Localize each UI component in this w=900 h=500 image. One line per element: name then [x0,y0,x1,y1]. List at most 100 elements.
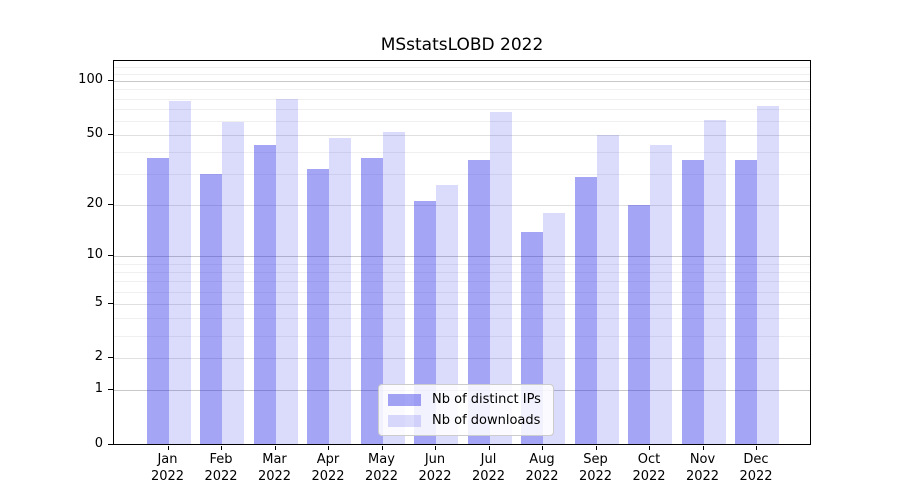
x-tick-label-jun: Jun 2022 [408,451,462,485]
y-tick-label-20: 20 [86,196,103,211]
bar-downloads-jan [168,100,191,444]
gridline-y-minor-70 [114,109,810,110]
x-tick-mar [274,446,276,450]
bar-distinct-ips-nov [681,160,704,444]
x-tick-label-jul: Jul 2022 [462,451,516,485]
gridline-y-minor-9 [114,263,810,265]
x-tick-label-oct: Oct 2022 [622,451,676,485]
gridline-y-minor-8 [114,271,810,273]
gridline-y-minor-120 [114,67,810,68]
x-tick-label-year: 2022 [685,469,720,484]
x-tick-feb [221,446,222,450]
x-tick-label-year: 2022 [204,469,238,484]
x-tick-label-year: 2022 [418,469,452,484]
bar-downloads-oct [650,144,672,444]
gridline-y-minor-3 [114,335,810,337]
bar-downloads-may [382,132,405,444]
gridline-y-50 [114,135,810,137]
x-tick-label-year: 2022 [471,469,506,484]
x-tick-dec [756,446,757,450]
x-tick-label-year: 2022 [257,469,292,484]
x-tick-sep [595,446,597,450]
legend-entry-downloads: Nb of downloads [388,413,541,428]
y-tick-1 [108,389,113,391]
gridline-y-minor-30 [114,174,810,176]
y-tick-10 [108,255,113,256]
y-tick-100 [108,80,113,82]
bar-distinct-ips-jan [146,158,169,444]
x-tick-aug [542,446,543,450]
bar-downloads-nov [703,119,726,444]
bar-downloads-jun [436,185,458,444]
plot-area: Nb of distinct IPs Nb of downloads [113,60,811,445]
x-tick-label-nov: Nov 2022 [676,451,730,485]
bar-downloads-dec [757,105,779,444]
x-tick-label-may: May 2022 [355,451,409,485]
x-tick-apr [328,446,329,450]
legend-entry-distinct-ips: Nb of distinct IPs [388,392,541,407]
x-tick-label-year: 2022 [632,469,666,484]
legend-label-downloads: Nb of downloads [432,413,541,428]
x-tick-label-year: 2022 [364,469,399,484]
y-tick-label-0: 0 [94,436,103,451]
gridline-y-minor-6 [114,291,810,293]
gridline-y-minor-60 [114,121,810,122]
y-tick-label-1: 1 [94,381,103,397]
x-tick-jan [167,446,169,450]
x-tick-label-apr: Apr 2022 [301,451,355,485]
x-tick-label-aug: Aug 2022 [515,451,569,485]
bar-distinct-ips-may [360,158,383,444]
bar-downloads-jul [489,112,512,444]
y-tick-5 [108,302,113,304]
x-tick-label-year: 2022 [578,469,613,484]
legend-swatch-downloads [388,414,421,427]
gridline-y-minor-7 [114,281,810,283]
gridline-y-2 [114,358,810,360]
y-tick-label-5: 5 [94,294,103,310]
gridline-y-5 [114,303,810,305]
bar-distinct-ips-oct [628,205,650,444]
x-tick-label-mar: Mar 2022 [248,451,302,485]
bar-downloads-feb [222,122,244,444]
gridline-y-minor-40 [114,152,810,154]
x-tick-label-sep: Sep 2022 [569,451,623,485]
bar-distinct-ips-apr [307,169,329,444]
x-tick-may [381,446,383,450]
y-tick-label-10: 10 [86,247,103,262]
x-tick-label-year: 2022 [739,469,773,484]
y-tick-label-50: 50 [86,126,103,142]
x-tick-jul [488,446,490,450]
gridline-y-20 [114,205,810,206]
legend-swatch-distinct-ips [388,393,421,406]
gridline-y-minor-110 [114,73,810,75]
x-tick-label-jan: Jan 2022 [141,451,195,485]
x-tick-label-year: 2022 [311,469,345,484]
gridline-y-minor-4 [114,318,810,320]
x-tick-label-year: 2022 [150,469,185,484]
y-tick-label-2: 2 [94,349,103,365]
bar-distinct-ips-jun [414,201,436,444]
y-tick-50 [108,134,113,136]
bar-downloads-mar [275,98,298,444]
y-tick-2 [108,357,113,359]
gridline-y-100 [114,81,810,83]
bar-distinct-ips-feb [200,174,222,444]
gridline-y-10 [114,256,810,257]
y-tick-0 [108,444,113,445]
x-tick-oct [649,446,650,450]
x-tick-label-dec: Dec 2022 [729,451,783,485]
y-tick-label-100: 100 [78,72,103,88]
bar-distinct-ips-mar [253,144,276,444]
bar-distinct-ips-dec [735,160,757,444]
bar-downloads-apr [329,138,351,444]
gridline-y-minor-80 [114,98,810,100]
x-tick-label-feb: Feb 2022 [194,451,248,485]
bar-downloads-sep [596,135,619,444]
legend-label-distinct-ips: Nb of distinct IPs [432,392,541,407]
bar-distinct-ips-jul [467,160,490,444]
chart-title: MSstatsLOBD 2022 [380,35,544,55]
x-tick-label-year: 2022 [525,469,559,484]
y-tick-20 [108,204,113,205]
x-tick-jun [435,446,436,450]
